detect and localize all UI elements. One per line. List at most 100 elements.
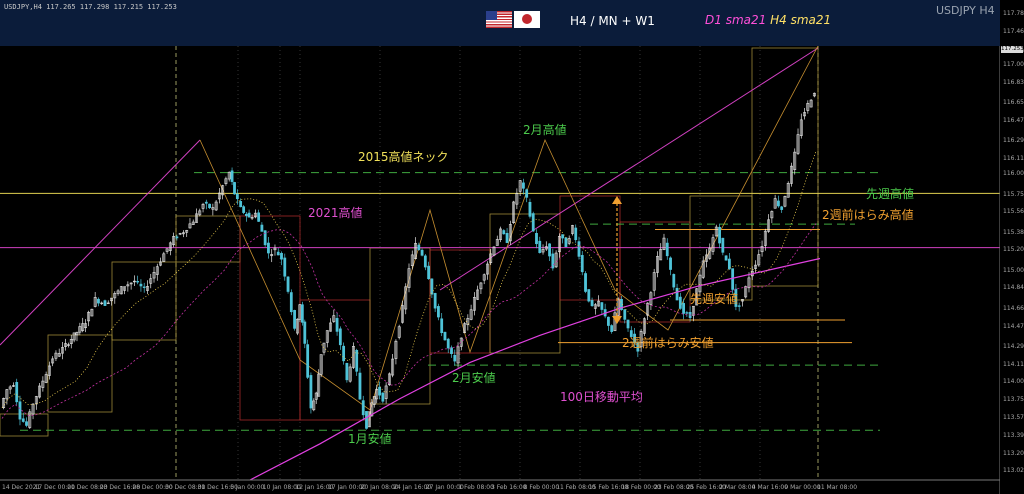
arrow-up-icon [612,196,622,204]
candle-body [443,331,447,341]
price-tick-label: 114.660 [1003,304,1024,312]
time-tick-label: 21 Dec 08:00 [67,484,108,491]
candle-body [12,385,15,387]
time-tick-label: 24 Jan 16:00 [393,484,432,491]
candle-body [404,286,408,310]
price-tick-label: 114.000 [1003,378,1024,386]
candle-body [564,237,568,247]
candle-body [616,298,620,316]
candle-body [662,237,666,250]
candle-body [57,353,61,357]
candle-body [737,305,741,307]
candle-body [239,201,243,208]
candle-body [692,305,695,316]
candle-body [289,292,293,313]
candle-body [372,396,376,405]
candle-body [420,249,424,256]
candle-body [5,389,9,400]
candle-body [747,277,751,289]
candle-body [590,300,594,307]
candle-body [191,221,195,225]
candle-body [675,287,679,301]
candle-body [106,302,110,305]
candle-body [34,396,38,405]
candle-body [809,99,813,108]
candle-body [15,382,19,403]
time-tick-label: 3 Feb 16:00 [491,484,527,491]
candle-body [773,198,777,209]
price-tick-label: 115.565 [1003,208,1024,216]
candle-body [348,366,352,382]
candle-body [8,386,12,390]
time-tick-label: 5 Jan 00:00 [230,484,265,491]
candle-body [54,352,58,359]
candle-body [378,386,381,396]
candle-body [165,248,169,252]
candle-body [31,403,35,415]
candle-body [727,258,731,270]
price-tick-label: 117.780 [1003,10,1024,18]
candle-body [75,331,79,336]
candle-body [280,252,283,260]
ohlc-info-line: USDJPY,H4 117.265 117.298 117.215 117.25… [4,3,177,11]
candle-body [714,226,718,237]
candle-body [401,305,404,323]
label-jan-low: 1月安値 [348,432,392,446]
candle-body [757,254,761,266]
candle-body [469,309,473,320]
candle-body [300,304,304,323]
candle-body [242,206,246,213]
time-tick-label: 11 Mar 08:00 [817,484,858,491]
candle-body [492,246,496,256]
candle-body [230,170,234,182]
price-tick-label: 117.460 [1003,27,1024,35]
candle-body [685,312,689,314]
price-tick-label: 114.840 [1003,284,1024,292]
candle-body [780,206,784,210]
candle-body [296,318,299,334]
candle-body [799,119,803,136]
period-box-7 [429,249,491,354]
candle-body [476,289,480,300]
candle-body [600,302,604,310]
candle-body [198,210,202,216]
price-tick-label: 116.295 [1003,137,1024,145]
candle-body [267,242,270,254]
candle-body [790,165,793,184]
candle-body [126,284,130,287]
candle-body [84,323,87,329]
candle-body [672,274,676,288]
candle-body [450,347,453,354]
candle-body [734,288,738,307]
candle-body [72,332,76,341]
candle-body [162,253,166,262]
arrow-down-icon [612,316,622,324]
candle-body [731,268,735,290]
candle-body [319,354,323,375]
price-tick-label: 113.200 [1003,449,1024,457]
candle-body [656,256,659,273]
candle-body [185,230,189,233]
candle-body [195,213,198,223]
candle-body [486,263,489,275]
candle-body [633,333,636,343]
price-tick-label: 113.025 [1003,467,1024,475]
candle-body [358,372,362,400]
candle-body [224,178,228,184]
candle-body [247,212,251,218]
candle-body [329,322,332,332]
candle-body [78,326,82,333]
candle-body [669,257,672,270]
candle-body [786,183,790,198]
candle-body [724,255,728,261]
sma-d1-label: D1 sma21 [705,13,767,27]
candle-body [682,303,686,314]
time-tick-label: 4 Mar 16:00 [751,484,789,491]
candle-body [499,228,502,240]
candle-body [502,230,506,235]
candle-body [119,286,123,295]
candle-body [93,297,97,307]
candle-body [178,233,182,235]
candle-body [64,343,67,347]
price-axis [1000,0,1024,494]
